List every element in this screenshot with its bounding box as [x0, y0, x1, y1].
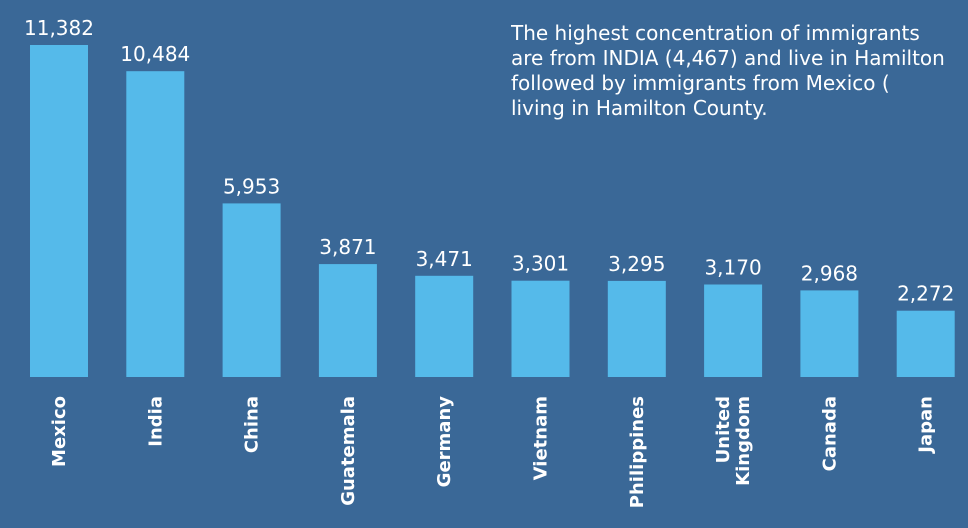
bar-china	[222, 203, 281, 377]
annotation-text: The highest concentration of immigrants …	[511, 21, 966, 121]
value-label: 3,170	[704, 256, 761, 280]
category-label: Mexico	[49, 396, 70, 467]
category-label: Philippines	[627, 396, 648, 508]
value-label: 3,295	[608, 252, 665, 276]
value-label: 5,953	[223, 174, 280, 198]
category-label: United	[713, 396, 734, 463]
value-label: 3,301	[512, 252, 569, 276]
bar-vietnam	[511, 280, 570, 377]
category-label: India	[145, 396, 166, 447]
category-label: Japan	[916, 396, 937, 455]
annotation-line-1: The highest concentration of immigrants	[511, 21, 920, 45]
value-label: 2,272	[897, 282, 954, 306]
bar-canada	[800, 290, 859, 377]
annotation-line-3: followed by immigrants from Mexico (	[511, 71, 890, 95]
value-label: 10,484	[120, 42, 190, 66]
bar-guatemala	[318, 264, 377, 377]
value-label: 11,382	[24, 16, 94, 40]
bar-philippines	[607, 280, 666, 377]
annotation-line-2: are from INDIA (4,467) and live in Hamil…	[511, 46, 945, 70]
bar-united-kingdom	[704, 284, 763, 377]
value-label: 2,968	[801, 261, 858, 285]
bar-mexico	[30, 45, 88, 377]
annotation-line-4: living in Hamilton County.	[511, 96, 768, 120]
category-label: Guatemala	[338, 396, 359, 506]
bar-germany	[415, 275, 474, 377]
bar-india	[126, 71, 185, 377]
value-label: 3,471	[416, 247, 473, 271]
value-label: 3,871	[319, 235, 376, 259]
category-label: China	[242, 396, 263, 453]
category-label: Germany	[434, 396, 455, 488]
category-label: Kingdom	[733, 396, 754, 486]
bar-japan	[896, 310, 955, 377]
category-label: Vietnam	[531, 396, 552, 480]
category-label: Canada	[819, 396, 840, 471]
